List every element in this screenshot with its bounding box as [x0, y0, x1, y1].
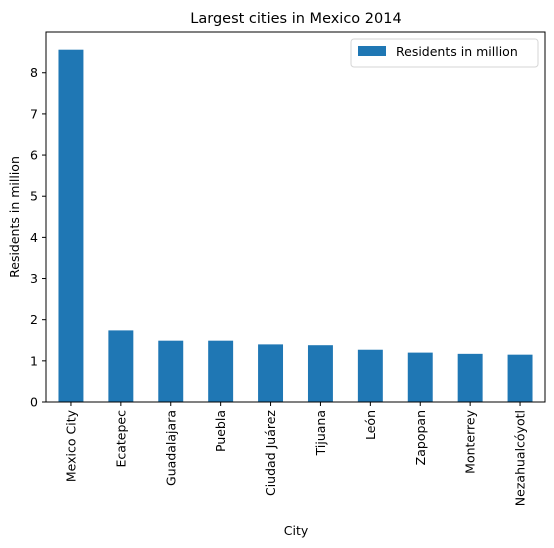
bar — [457, 353, 483, 402]
x-tick-label: Tijuana — [313, 410, 328, 456]
y-tick-label: 3 — [30, 271, 38, 286]
x-tick-label: Puebla — [213, 410, 228, 452]
bars-group — [58, 49, 533, 402]
y-axis-label: Residents in million — [7, 156, 22, 278]
y-tick-label: 8 — [30, 65, 38, 80]
legend: Residents in million — [350, 38, 539, 68]
y-tick-label: 7 — [30, 106, 38, 121]
bar — [258, 344, 284, 402]
bar — [208, 340, 234, 402]
x-tick-label: Ciudad Juárez — [263, 410, 278, 496]
x-tick-label: Monterrey — [463, 409, 478, 473]
y-tick-label: 5 — [30, 189, 38, 204]
y-tick-label: 6 — [30, 148, 38, 163]
bar — [407, 352, 433, 402]
x-axis-label: City — [284, 523, 309, 538]
chart-title: Largest cities in Mexico 2014 — [190, 11, 401, 27]
bar — [58, 49, 84, 402]
x-axis-ticks: Mexico City Ecatepec Guadalajara Puebla Ciud… — [63, 402, 528, 506]
bar — [307, 345, 333, 402]
plot-frame — [45, 31, 546, 403]
x-tick-label: León — [363, 410, 378, 440]
legend-label: Residents in million — [396, 44, 518, 59]
bar — [158, 340, 184, 402]
x-tick-label: Nezahualcóyotl — [513, 410, 528, 506]
bar — [357, 349, 383, 402]
y-tick-label: 1 — [30, 353, 38, 368]
x-tick-label: Mexico City — [63, 409, 78, 482]
x-tick-label: Guadalajara — [163, 410, 178, 486]
legend-swatch — [358, 46, 386, 56]
y-axis-ticks: 0 1 2 3 4 5 6 7 8 — [30, 65, 46, 410]
y-tick-label: 4 — [30, 230, 38, 245]
bar — [507, 354, 533, 402]
x-tick-label: Zapopan — [413, 410, 428, 465]
y-tick-label: 0 — [30, 395, 38, 410]
bar — [108, 330, 134, 402]
legend-box — [350, 38, 539, 68]
y-tick-label: 2 — [30, 312, 38, 327]
x-tick-label: Ecatepec — [113, 410, 128, 468]
